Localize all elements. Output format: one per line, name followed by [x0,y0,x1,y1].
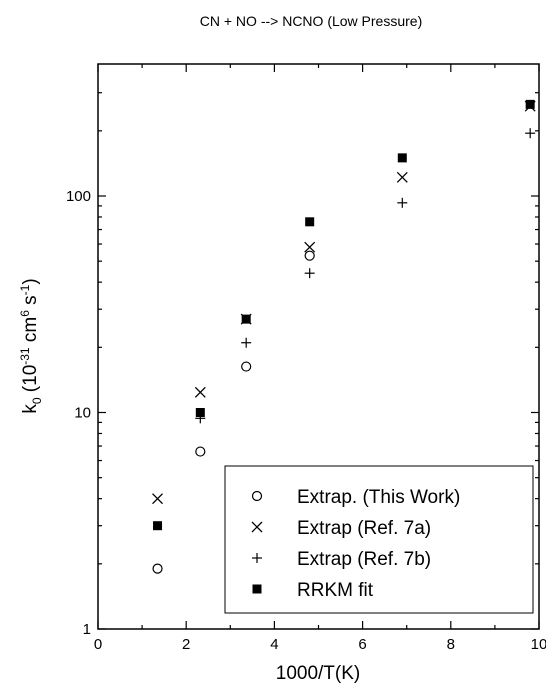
data-point-circle [253,492,262,501]
x-axis-label: 1000/T(K) [276,663,360,684]
data-point-square [305,217,314,226]
legend-label: RRKM fit [297,580,374,601]
data-point-circle [196,447,205,456]
y-label-open: (10 [20,365,41,398]
legend-label: Extrap. (This Work) [297,487,460,508]
y-label-exp3: -1 [18,284,32,295]
x-tick-label: 4 [270,636,278,653]
data-point-square [242,315,251,324]
data-point-square [253,585,262,594]
y-tick-label: 10 [74,405,91,422]
data-point-square [398,153,407,162]
y-label-close: ) [20,278,41,284]
data-point-circle [305,251,314,260]
y-label-base: k [20,404,41,414]
data-point-plus [241,338,251,348]
data-point-square [526,100,535,109]
y-tick-label: 1 [83,621,91,638]
legend-label: Extrap (Ref. 7a) [297,518,431,539]
data-point-circle [153,564,162,573]
data-point-circle [242,362,251,371]
data-point-plus [305,268,315,278]
data-point-x [397,172,407,182]
y-label-mid2: s [20,295,41,310]
data-point-x [195,387,205,397]
data-point-square [196,408,205,417]
x-tick-label: 2 [182,636,190,653]
data-point-square [153,521,162,530]
series-group [153,101,536,503]
data-point-plus [397,198,407,208]
y-axis-label: k0 (10-31 cm6 s-1) [18,278,44,413]
legend-label: Extrap (Ref. 7b) [297,549,431,570]
series-group [195,128,535,423]
data-point-plus [525,128,535,138]
y-label-exp1: -31 [18,347,32,365]
x-tick-label: 6 [358,636,366,653]
data-point-x [153,494,163,504]
y-tick-label: 100 [66,188,91,205]
y-label-mid: cm [20,317,41,348]
legend: Extrap. (This Work) Extrap (Ref. 7a) Extra… [225,466,533,613]
chart-title: CN + NO --> NCNO (Low Pressure) [200,13,422,29]
x-tick-label: 8 [447,636,455,653]
x-tick-label: 0 [94,636,102,653]
x-tick-label: 10 [531,636,546,653]
